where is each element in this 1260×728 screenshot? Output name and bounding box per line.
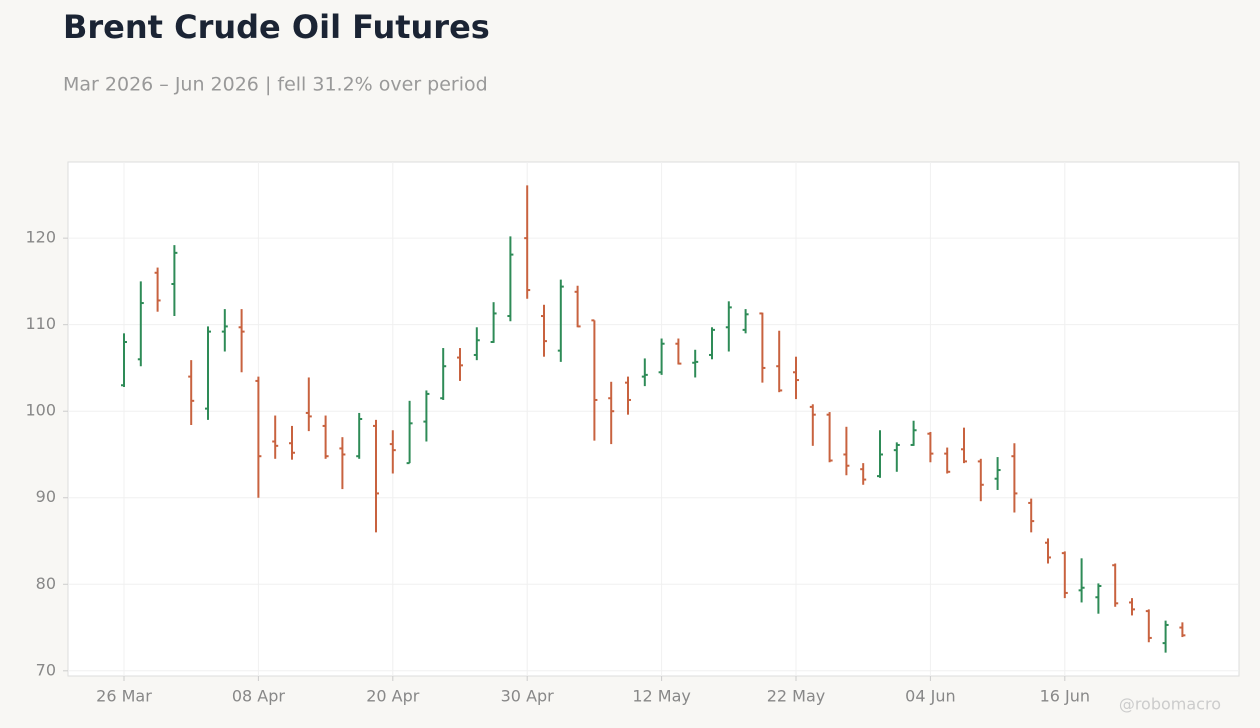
y-tick-label: 110 xyxy=(25,314,56,333)
y-tick-label: 80 xyxy=(36,574,56,593)
y-tick-label: 90 xyxy=(36,487,56,506)
y-tick-label: 100 xyxy=(25,401,56,420)
x-tick-label: 16 Jun xyxy=(1040,687,1090,706)
x-tick-label: 26 Mar xyxy=(96,687,152,706)
x-tick-label: 20 Apr xyxy=(366,687,420,706)
x-tick-label: 12 May xyxy=(632,687,691,706)
chart-subtitle: Mar 2026 – Jun 2026 | fell 31.2% over pe… xyxy=(63,74,488,96)
x-tick-label: 08 Apr xyxy=(232,687,286,706)
x-tick-label: 30 Apr xyxy=(501,687,555,706)
x-tick-label: 22 May xyxy=(767,687,826,706)
watermark: @robomacro xyxy=(1119,695,1221,714)
plot-area xyxy=(67,161,1240,677)
x-tick-label: 04 Jun xyxy=(905,687,955,706)
y-tick-label: 120 xyxy=(25,228,56,247)
chart-title: Brent Crude Oil Futures xyxy=(63,8,490,46)
y-tick-label: 70 xyxy=(36,660,56,679)
